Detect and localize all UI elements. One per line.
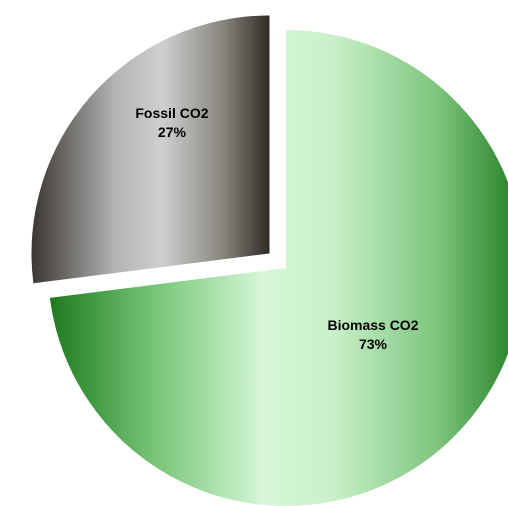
- pie-slice-fossil-co2: [31, 15, 270, 284]
- pie-slice-biomass-co2: [49, 30, 508, 506]
- slice-percent-biomass-co2: 73%: [359, 336, 388, 352]
- slice-label-fossil-co2: Fossil CO2: [135, 105, 208, 121]
- slice-label-biomass-co2: Biomass CO2: [327, 317, 418, 333]
- slice-percent-fossil-co2: 27%: [158, 124, 187, 140]
